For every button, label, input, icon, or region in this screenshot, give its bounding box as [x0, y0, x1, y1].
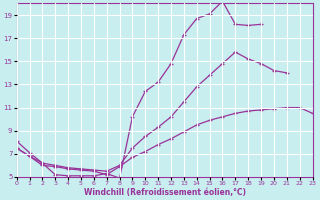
X-axis label: Windchill (Refroidissement éolien,°C): Windchill (Refroidissement éolien,°C) — [84, 188, 245, 197]
